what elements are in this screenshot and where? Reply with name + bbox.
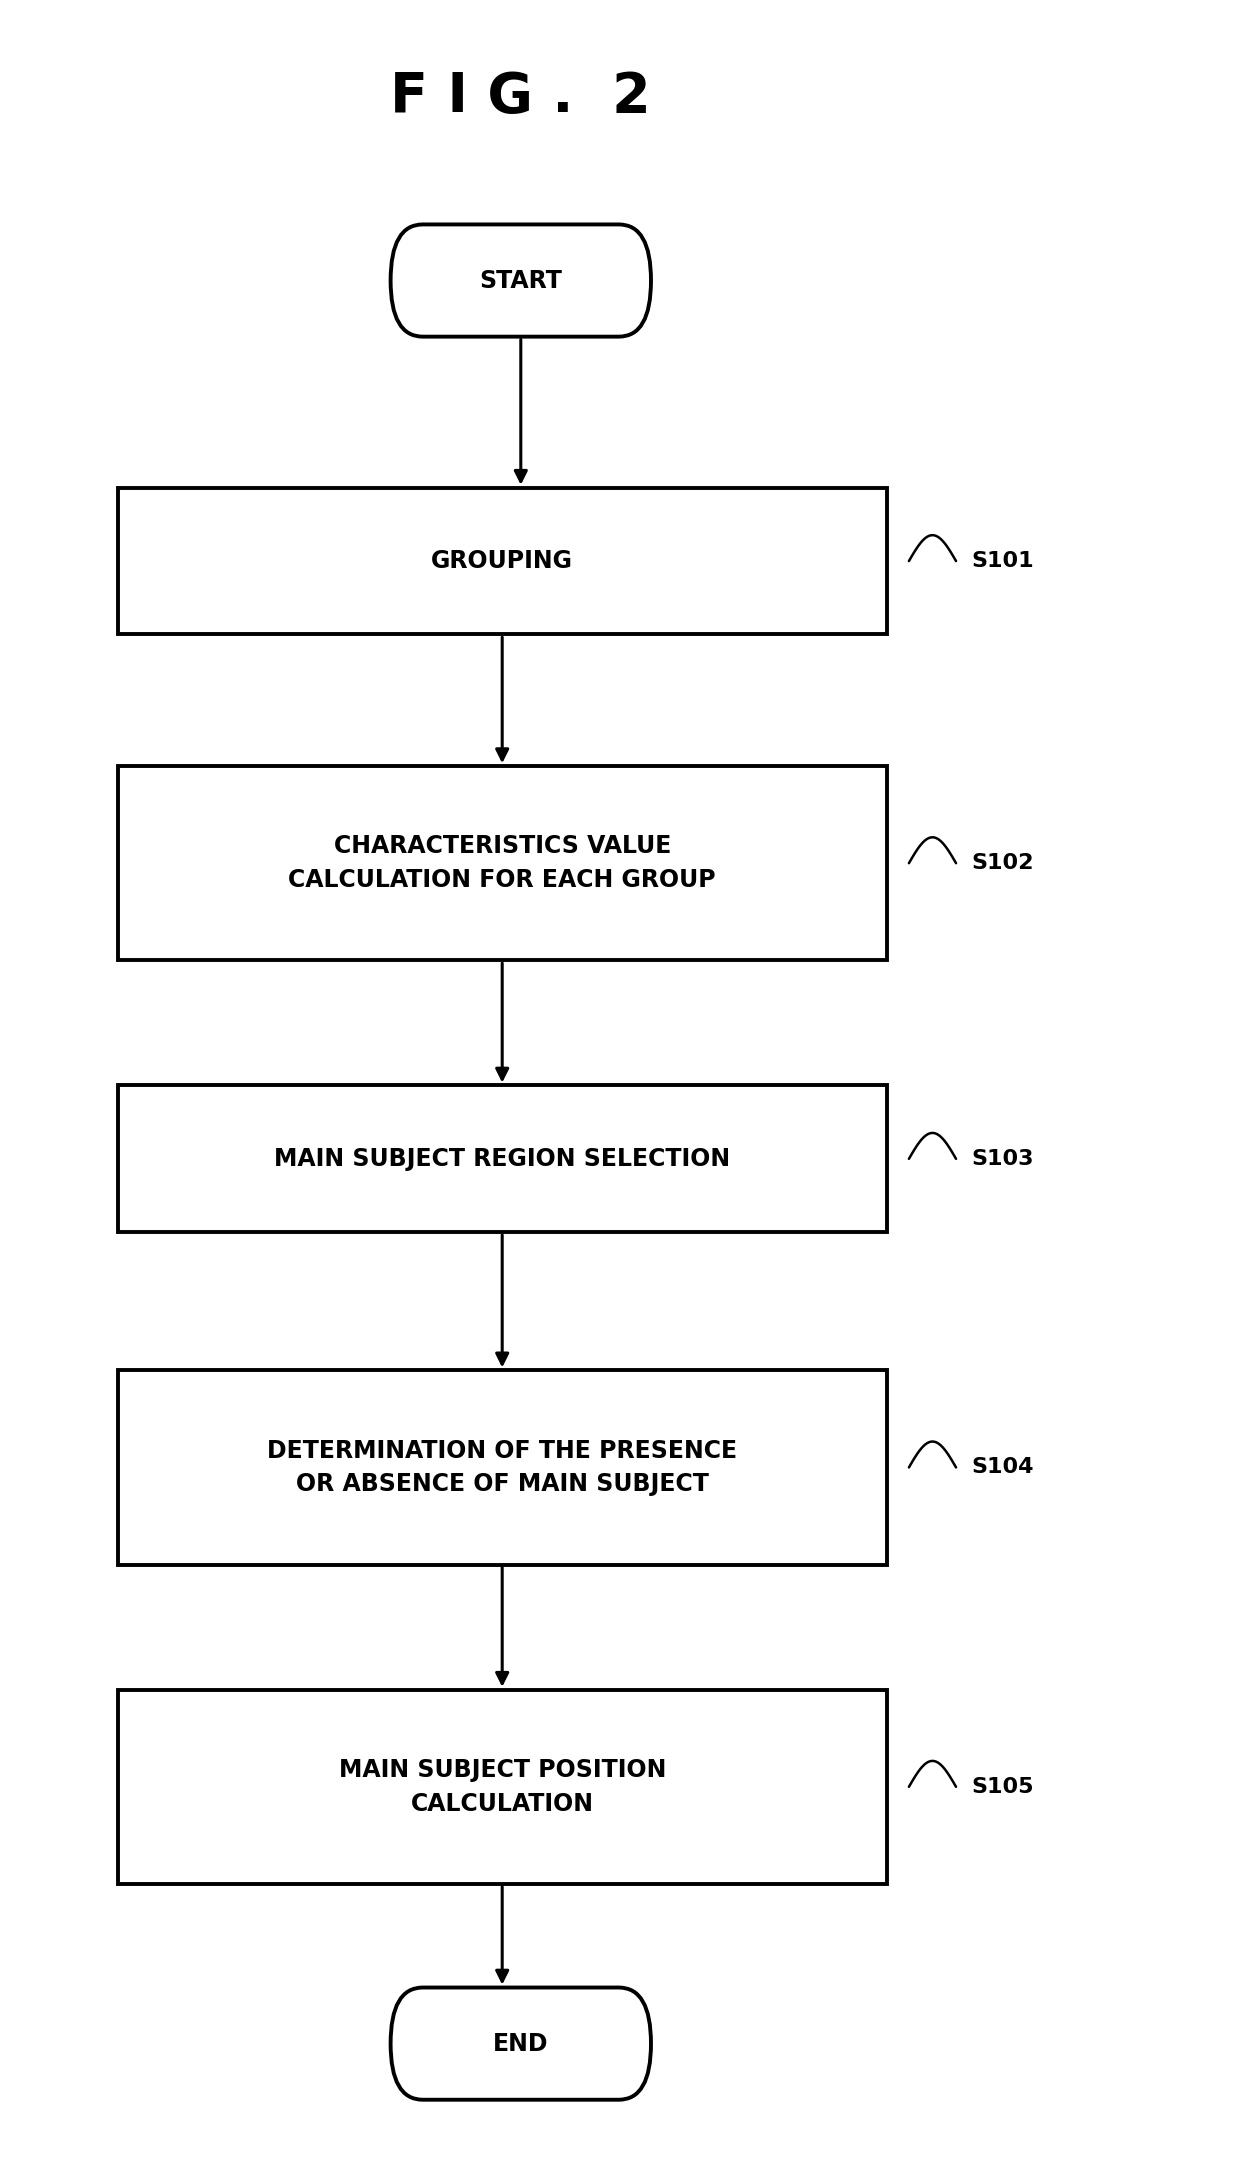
FancyBboxPatch shape xyxy=(118,1085,887,1232)
Text: S101: S101 xyxy=(971,550,1034,572)
Text: S104: S104 xyxy=(971,1457,1033,1478)
FancyBboxPatch shape xyxy=(118,766,887,960)
FancyBboxPatch shape xyxy=(118,1690,887,1884)
FancyBboxPatch shape xyxy=(118,1370,887,1565)
Text: S103: S103 xyxy=(971,1148,1033,1170)
Text: END: END xyxy=(494,2031,548,2057)
Text: GROUPING: GROUPING xyxy=(432,548,573,574)
Text: MAIN SUBJECT POSITION
CALCULATION: MAIN SUBJECT POSITION CALCULATION xyxy=(339,1759,666,1815)
Text: START: START xyxy=(480,268,562,293)
Text: DETERMINATION OF THE PRESENCE
OR ABSENCE OF MAIN SUBJECT: DETERMINATION OF THE PRESENCE OR ABSENCE… xyxy=(267,1439,738,1495)
Text: S105: S105 xyxy=(971,1776,1033,1798)
FancyBboxPatch shape xyxy=(391,1988,651,2100)
FancyBboxPatch shape xyxy=(118,488,887,634)
FancyBboxPatch shape xyxy=(391,224,651,337)
Text: CHARACTERISTICS VALUE
CALCULATION FOR EACH GROUP: CHARACTERISTICS VALUE CALCULATION FOR EA… xyxy=(289,835,715,891)
Text: F I G .  2: F I G . 2 xyxy=(391,69,651,125)
Text: MAIN SUBJECT REGION SELECTION: MAIN SUBJECT REGION SELECTION xyxy=(274,1146,730,1172)
Text: S102: S102 xyxy=(971,852,1033,874)
